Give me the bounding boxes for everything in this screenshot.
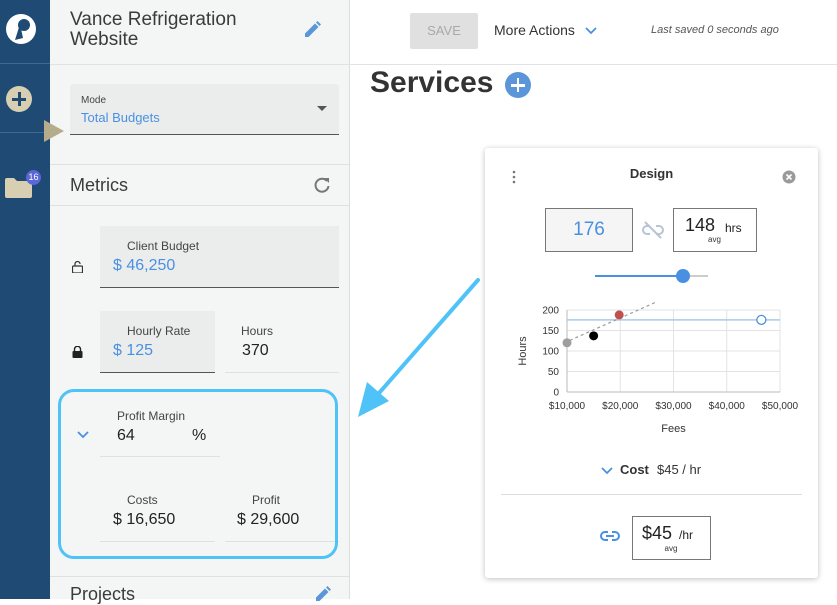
x-tick-label: $20,000: [602, 401, 639, 412]
cost-value: $45 / hr: [657, 462, 702, 477]
mode-value: Total Budgets: [81, 110, 160, 125]
hours-value: 370: [242, 342, 269, 359]
services-title: Services: [370, 66, 494, 99]
x-tick-label: $30,000: [655, 401, 692, 412]
hourly-rate-value: $ 125: [113, 342, 154, 359]
fees-vs-hours-chart: $10,000 $20,000 $30,000 $40,000 $50,000 0 50 10…: [517, 302, 799, 435]
cost-label: Cost: [620, 462, 649, 477]
card-title: Design: [629, 166, 674, 181]
rate-unit: /hr: [679, 528, 694, 542]
hours-slider-handle[interactable]: [676, 269, 691, 283]
service-card-design: Design 176 148 hrs avg $10,000 $20,000 $30…: [485, 148, 818, 578]
x-tick-label: $40,000: [709, 401, 746, 412]
folder-count-badge: 16: [26, 170, 41, 185]
section-divider: [50, 164, 350, 165]
costs-field: Costs $ 16,650: [100, 480, 215, 542]
save-button[interactable]: SAVE: [410, 13, 478, 49]
profit-margin-value: 64: [117, 427, 135, 444]
metrics-title: Metrics: [70, 175, 128, 195]
profit-label: Profit: [252, 493, 281, 507]
folder-icon[interactable]: [5, 177, 32, 198]
edit-projects-pencil-icon[interactable]: [314, 585, 332, 603]
refresh-icon[interactable]: [313, 176, 331, 194]
x-tick-label: $50,000: [762, 401, 799, 412]
hours-label: Hours: [241, 324, 274, 338]
hours-field[interactable]: Hours 370: [225, 311, 339, 373]
entered-hours-input[interactable]: 176: [545, 208, 633, 252]
profit-margin-field[interactable]: Profit Margin 64 %: [100, 396, 220, 457]
y-tick-label: 200: [542, 306, 559, 317]
hourly-rate-field[interactable]: Hourly Rate $ 125: [100, 311, 215, 373]
x-tick-label: $10,000: [549, 401, 586, 412]
client-budget-value: $ 46,250: [113, 257, 176, 274]
data-point: [589, 331, 599, 341]
client-budget-field[interactable]: Client Budget $ 46,250: [100, 226, 339, 288]
x-axis-label: Fees: [661, 423, 686, 435]
profit-field: Profit $ 29,600: [225, 480, 339, 542]
profit-margin-label: Profit Margin: [117, 409, 186, 423]
link-icon[interactable]: [599, 529, 621, 543]
left-rail: 16: [0, 0, 64, 599]
profit-value: $ 29,600: [237, 511, 300, 528]
chevron-down-icon[interactable]: [601, 467, 613, 475]
project-title: Vance Refrigeration Website: [70, 9, 237, 50]
add-service-button[interactable]: [505, 72, 531, 98]
close-icon[interactable]: [782, 170, 796, 184]
y-tick-label: 50: [548, 367, 560, 378]
trend-line: [564, 302, 656, 344]
mode-label: Mode: [81, 95, 107, 106]
annotation-arrow-icon: [358, 278, 480, 417]
data-point: [562, 338, 572, 348]
panel-header-divider: [50, 64, 350, 65]
y-tick-label: 0: [553, 388, 559, 399]
y-tick-label: 150: [542, 326, 559, 337]
average-hours-box: 148 hrs avg: [673, 208, 757, 252]
percent-unit: %: [192, 427, 207, 444]
last-saved-status: Last saved 0 seconds ago: [651, 24, 779, 36]
unlink-icon[interactable]: [641, 220, 665, 240]
costs-value: $ 16,650: [113, 511, 176, 528]
avg-label: avg: [664, 544, 678, 553]
edit-title-pencil-icon[interactable]: [302, 20, 322, 40]
more-actions-button[interactable]: More Actions: [494, 22, 575, 38]
data-point: [756, 314, 767, 325]
client-budget-label: Client Budget: [127, 239, 200, 253]
y-tick-label: 100: [542, 347, 559, 358]
hours-unit: hrs: [725, 221, 742, 235]
lock-icon[interactable]: [72, 346, 83, 358]
y-axis-label: Hours: [517, 336, 529, 366]
card-divider: [501, 494, 802, 495]
average-rate-box: $45 /hr avg: [632, 516, 711, 560]
app-logo-icon[interactable]: [4, 10, 38, 48]
hourly-rate-label: Hourly Rate: [127, 324, 191, 338]
section-divider: [50, 576, 350, 577]
highlight-outline: [58, 389, 338, 559]
header-divider: [350, 64, 837, 65]
average-rate-value: $45: [642, 523, 673, 543]
section-divider: [50, 205, 350, 206]
unlocked-icon[interactable]: [72, 261, 83, 273]
avg-label: avg: [708, 235, 721, 244]
data-point: [614, 310, 624, 320]
more-options-icon[interactable]: [512, 170, 516, 184]
costs-label: Costs: [127, 493, 158, 507]
hours-slider-fill: [595, 275, 684, 277]
rail-divider: [0, 132, 50, 133]
projects-title: Projects: [70, 584, 136, 604]
caret-down-icon: [317, 106, 327, 111]
chevron-down-icon[interactable]: [585, 27, 597, 35]
add-icon[interactable]: [6, 86, 32, 112]
mode-select[interactable]: Mode Total Budgets: [70, 84, 339, 135]
average-hours-value: 148: [685, 215, 716, 235]
chevron-down-icon[interactable]: [76, 430, 90, 440]
expand-panel-icon[interactable]: [44, 120, 64, 142]
rail-divider: [0, 63, 50, 64]
